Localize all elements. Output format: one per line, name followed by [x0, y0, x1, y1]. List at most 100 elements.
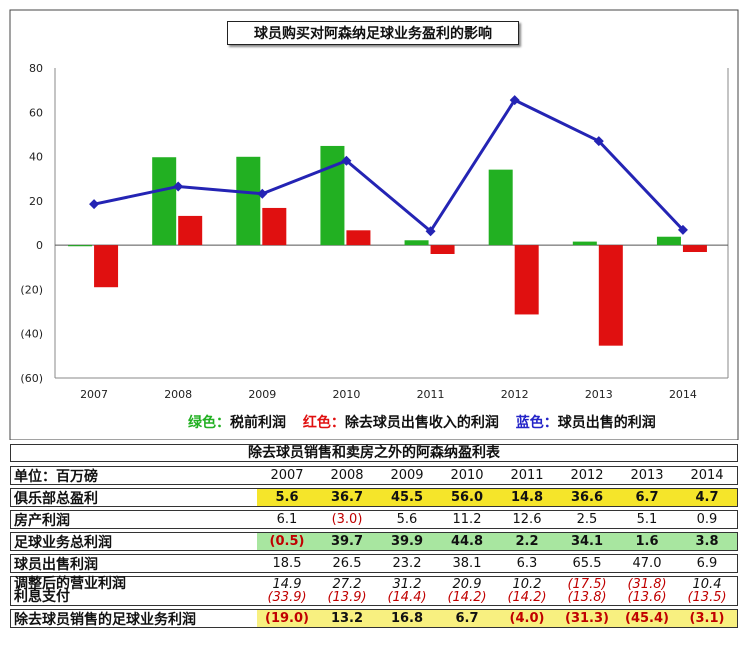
- table-cell: (3.0): [331, 512, 363, 527]
- year-header-cell: 2009: [390, 468, 424, 483]
- table-cell: 5.1: [636, 512, 658, 527]
- table-cell-value-interest: (13.6): [627, 590, 667, 605]
- table-cell: (4.0): [509, 611, 545, 626]
- table-cell: 34.1: [570, 534, 604, 549]
- chart-frame: [9, 9, 739, 440]
- table-cell: 31.2 (14.4): [377, 577, 437, 605]
- table-cell: 10.4 (13.5): [677, 577, 737, 605]
- bar-pretax-profit: [68, 245, 93, 247]
- table-cell: 14.9 (33.9): [257, 577, 317, 605]
- table-cell-value-interest: (14.4): [387, 590, 427, 605]
- table-cell-value-interest: (14.2): [447, 590, 487, 605]
- table-header-row: 单位：百万磅 2007 2008 2009 2010 2011 2012 2013 2014: [10, 466, 738, 485]
- x-tick-label: 2014: [669, 388, 697, 401]
- table-cell: 56.0: [450, 490, 484, 505]
- table-cell: 38.1: [452, 556, 482, 571]
- row-label: 调整后的营业利润 利息支付: [11, 577, 257, 604]
- table-cell: 12.6: [512, 512, 542, 527]
- table-row: 球员出售利润 18.5 26.5 23.2 38.1 6.3 65.5 47.0 6.9: [10, 554, 738, 573]
- table-cell: (17.5) (13.8): [557, 577, 617, 605]
- bar-pretax-profit: [488, 169, 513, 246]
- table-cell: 6.3: [516, 556, 538, 571]
- table-cell: 45.5: [390, 490, 424, 505]
- table-cell-value: 10.2: [512, 577, 542, 592]
- year-header-cell: 2008: [330, 468, 364, 483]
- bar-profit-excl-player-sales: [430, 245, 455, 254]
- profit-table: 除去球员销售和卖房之外的阿森纳盈利表 单位：百万磅 2007 2008 2009 20…: [10, 444, 738, 631]
- legend: 绿色：税前利润 红色：除去球员出售收入的利润 蓝色：球员出售的利润: [188, 412, 668, 432]
- table-cell-value: (31.8): [627, 577, 667, 592]
- year-header-cell: 2011: [510, 468, 544, 483]
- chart-title: 球员购买对阿森纳足球业务盈利的影响: [227, 21, 519, 45]
- table-cell: 39.7: [330, 534, 364, 549]
- row-label: 足球业务总利润: [14, 534, 112, 551]
- x-tick-label: 2007: [80, 388, 108, 401]
- table-row: 房产利润 6.1 (3.0) 5.6 11.2 12.6 2.5 5.1 0.9: [10, 510, 738, 529]
- table-cell: 14.8: [510, 490, 544, 505]
- bar-pretax-profit: [152, 157, 177, 246]
- table-cell: 13.2: [330, 611, 364, 626]
- table-cell: (31.3): [565, 611, 609, 626]
- table-row: 除去球员销售的足球业务利润 (19.0) 13.2 16.8 6.7 (4.0) (31.…: [10, 609, 738, 628]
- legend-red-text: 除去球员出售收入的利润: [344, 415, 499, 431]
- table-cell: (3.1): [689, 611, 725, 626]
- row-label-line1: 调整后的营业利润: [14, 576, 126, 592]
- year-header-cell: 2007: [270, 468, 304, 483]
- bar-pretax-profit: [320, 145, 345, 246]
- table-cell: 20.9 (14.2): [437, 577, 497, 605]
- table-cell-value: 10.4: [692, 577, 722, 592]
- line-point: [173, 181, 184, 192]
- table-cell-value: 27.2: [332, 577, 362, 592]
- row-label: 房产利润: [14, 512, 70, 529]
- x-tick-label: 2008: [164, 388, 192, 401]
- table-cell-value: 31.2: [392, 577, 422, 592]
- table-cell: 39.9: [390, 534, 424, 549]
- table-cell: 6.7: [635, 490, 659, 505]
- table-cell: 2.5: [576, 512, 598, 527]
- table-cell: 26.5: [332, 556, 362, 571]
- table-cell: 10.2 (14.2): [497, 577, 557, 605]
- bar-profit-excl-player-sales: [598, 245, 623, 346]
- bar-profit-excl-player-sales: [262, 207, 287, 246]
- table-cell: 6.7: [455, 611, 479, 626]
- table-cell-value: (17.5): [567, 577, 607, 592]
- table-cell-value: 14.9: [272, 577, 302, 592]
- table-cell: 6.9: [696, 556, 718, 571]
- table-row: 足球业务总利润 (0.5) 39.7 39.9 44.8 2.2 34.1 1.6 3.8: [10, 532, 738, 551]
- y-tick-label: 40: [29, 151, 43, 164]
- table-cell: 5.6: [396, 512, 418, 527]
- table-cell: 23.2: [392, 556, 422, 571]
- table-cell: 65.5: [572, 556, 602, 571]
- x-tick-label: 2010: [332, 388, 360, 401]
- table-cell: 27.2 (13.9): [317, 577, 377, 605]
- table-cell-value-interest: (33.9): [267, 590, 307, 605]
- line-point: [257, 188, 268, 199]
- year-header-cell: 2010: [450, 468, 484, 483]
- line-point: [341, 155, 352, 166]
- table-cell: 4.7: [695, 490, 719, 505]
- table-cell: 0.9: [696, 512, 718, 527]
- legend-green-text: 税前利润: [230, 415, 286, 431]
- bar-pretax-profit: [404, 240, 429, 246]
- bar-profit-excl-player-sales: [178, 215, 203, 246]
- table-cell: 44.8: [450, 534, 484, 549]
- year-header-cell: 2014: [690, 468, 724, 483]
- x-tick-label: 2013: [585, 388, 613, 401]
- x-tick-label: 2012: [501, 388, 529, 401]
- table-cell: 16.8: [390, 611, 424, 626]
- table-cell-value-interest: (14.2): [507, 590, 547, 605]
- year-header-cell: 2013: [630, 468, 664, 483]
- table-cell: (45.4): [625, 611, 669, 626]
- table-cell: 1.6: [635, 534, 659, 549]
- bar-pretax-profit: [236, 156, 261, 246]
- table-row: 俱乐部总盈利 5.6 36.7 45.5 56.0 14.8 36.6 6.7 4.7: [10, 488, 738, 507]
- table-cell: 18.5: [272, 556, 302, 571]
- chart: 80 60 40 20 0 (20) (40) (60) 2007 2008 2009 2010 20…: [9, 9, 739, 440]
- row-label-line2: 利息支付: [14, 589, 70, 605]
- y-tick-label: (40): [20, 328, 43, 341]
- line-point: [425, 226, 436, 237]
- row-label: 俱乐部总盈利: [14, 490, 98, 507]
- bar-profit-excl-player-sales: [346, 230, 371, 246]
- y-tick-label: 20: [29, 195, 43, 208]
- table-cell: 47.0: [632, 556, 662, 571]
